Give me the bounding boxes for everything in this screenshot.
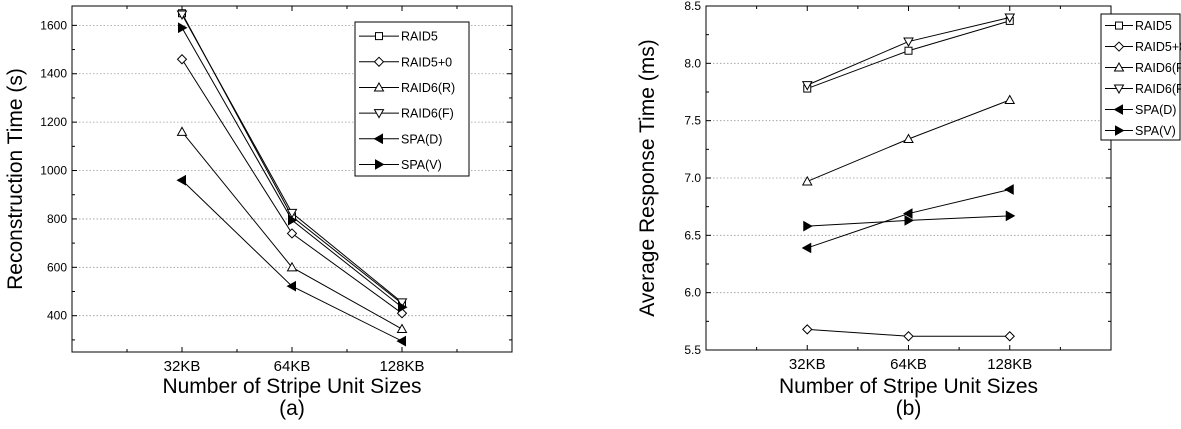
series-raid5-0 <box>802 324 1015 342</box>
data-point-raid6-f <box>801 81 813 91</box>
x-axis-label: Number of Stripe Unit Sizes <box>162 375 421 398</box>
data-point-raid6-f <box>286 208 298 219</box>
legend-label-raid5-0: RAID5+0 <box>1135 40 1181 54</box>
data-point-raid6-r <box>1004 94 1016 105</box>
x-tick-label-32kb: 32KB <box>164 358 201 375</box>
series-spa-v <box>178 22 408 313</box>
y-tick-label: 7.5 <box>684 114 701 128</box>
data-point-raid5-0 <box>903 331 914 342</box>
y-tick-label: 6.0 <box>684 286 701 300</box>
series-spa-d <box>176 174 406 347</box>
y-tick-label: 400 <box>47 309 67 323</box>
figure-caption: (b) <box>896 397 922 420</box>
data-point-spa-d <box>176 174 186 186</box>
series-raid6-f <box>801 13 1016 91</box>
series-spa-d <box>801 184 1014 254</box>
legend-box <box>1100 13 1181 141</box>
legend-box <box>354 21 470 177</box>
y-axis-label: Reconstruction Time (s) <box>4 68 27 290</box>
legend-marker-raid6-r <box>373 81 385 92</box>
series-raid6-r <box>176 126 408 334</box>
chart-b: 5.5 6.0 6.5 7.0 7.5 8.0 8.5 32KB 64KB 128KB Number… <box>636 0 1181 420</box>
y-tick-label: 5.5 <box>684 343 701 357</box>
series-line-spa-d <box>181 179 403 342</box>
y-tick-label: 600 <box>47 260 67 274</box>
data-point-raid5-0 <box>802 324 813 335</box>
x-tick-label-64kb: 64KB <box>890 356 927 373</box>
y-tick-label: 1200 <box>40 115 67 129</box>
x-tick-label-64kb: 64KB <box>274 358 311 375</box>
legend-label-raid6-f: RAID6(F) <box>401 107 454 121</box>
legend-marker-raid6-f <box>373 109 385 119</box>
data-point-spa-v <box>904 215 915 226</box>
legend-label-spa-v: SPA(V) <box>401 158 442 172</box>
data-point-spa-d <box>801 242 812 254</box>
data-point-spa-v <box>178 22 188 34</box>
data-point-spa-v <box>398 301 408 313</box>
legend: RAID5 RAID5+0 RAID6(R) RAID6(F) SPA(D) SPA(V) <box>1100 13 1181 141</box>
data-point-spa-v <box>803 220 813 232</box>
data-point-raid6-f <box>1004 13 1016 23</box>
y-tick-label: 800 <box>47 212 67 226</box>
series-spa-v <box>803 210 1016 232</box>
data-point-raid6-r <box>903 133 914 144</box>
y-tick-label: 8.0 <box>684 56 701 70</box>
legend-marker-spa-d <box>1113 104 1123 115</box>
data-point-raid6-r <box>801 175 813 186</box>
y-tick-label: 8.5 <box>684 0 701 13</box>
legend: RAID5 RAID5+0 RAID6(R) RAID6(F) SPA(D) SPA(V) <box>354 21 470 177</box>
data-point-raid5 <box>904 46 913 55</box>
data-point-raid6-r <box>286 261 298 272</box>
legend-label-raid5: RAID5 <box>401 30 438 44</box>
legend-marker-raid5-0 <box>1113 41 1125 52</box>
data-point-raid5-0 <box>286 228 298 239</box>
data-point-raid6-f <box>903 37 914 48</box>
data-point-spa-d <box>396 335 406 347</box>
x-tick-label-32kb: 32KB <box>789 356 826 373</box>
y-tick-label: 1600 <box>40 18 67 32</box>
legend-label-raid6-r: RAID6(R) <box>1135 61 1181 75</box>
legend-marker-spa-v <box>375 159 385 170</box>
x-axis-label: Number of Stripe Unit Sizes <box>779 375 1038 398</box>
y-tick-label: 7.0 <box>684 171 701 185</box>
legend-marker-spa-v <box>1115 125 1125 136</box>
legend-label-spa-d: SPA(D) <box>401 132 442 146</box>
data-point-raid6-f <box>176 10 188 20</box>
figure-caption: (a) <box>279 397 305 420</box>
legend-marker-spa-d <box>373 133 383 145</box>
data-point-spa-v <box>288 214 298 226</box>
legend-marker-raid5 <box>375 32 383 41</box>
series-raid6-r <box>801 94 1016 186</box>
data-point-spa-d <box>902 208 913 219</box>
series-line-raid5 <box>807 20 1010 90</box>
data-point-spa-d <box>1004 184 1014 195</box>
legend-marker-raid6-r <box>1113 62 1125 72</box>
x-tick-label-128kb: 128KB <box>987 356 1032 373</box>
legend-label-raid5-0: RAID5+0 <box>401 55 452 69</box>
data-point-spa-v <box>1005 210 1016 222</box>
legend-label-raid5: RAID5 <box>1135 19 1172 33</box>
y-tick-label: 1400 <box>40 67 67 81</box>
data-point-raid6-r <box>396 323 408 334</box>
legend-label-spa-d: SPA(D) <box>1135 103 1176 117</box>
y-axis-label: Average Response Time (ms) <box>636 39 659 316</box>
y-tick-label: 1000 <box>40 164 67 178</box>
series-raid5 <box>803 16 1014 93</box>
legend-marker-raid5 <box>1115 21 1123 30</box>
legend-marker-raid6-f <box>1113 84 1125 95</box>
data-point-spa-d <box>286 280 296 292</box>
data-point-raid6-r <box>176 126 188 136</box>
data-point-raid5-0 <box>1004 331 1015 342</box>
chart-a: 400 600 800 1000 1200 1400 1600 32KB 64KB 128KBNu… <box>4 5 513 420</box>
legend-marker-raid5-0 <box>373 56 385 67</box>
legend-label-spa-v: SPA(V) <box>1135 124 1176 138</box>
data-point-raid5-0 <box>176 54 188 65</box>
x-tick-label-128kb: 128KB <box>379 358 424 375</box>
y-tick-label: 6.5 <box>684 228 701 242</box>
legend-label-raid6-f: RAID6(F) <box>1135 82 1181 96</box>
legend-label-raid6-r: RAID6(R) <box>401 81 455 95</box>
